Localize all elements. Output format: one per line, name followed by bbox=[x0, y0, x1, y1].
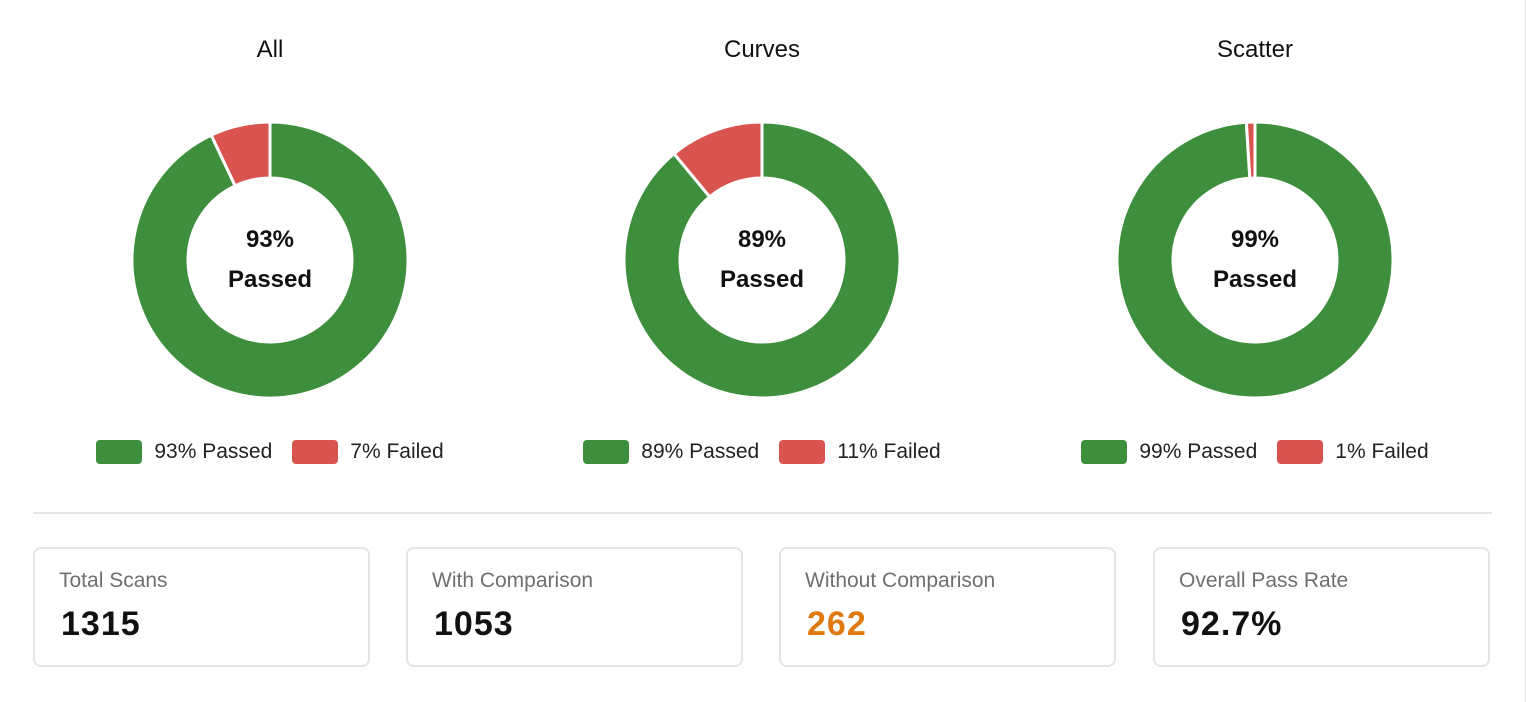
center-text: Passed bbox=[719, 266, 805, 293]
center-label: 99% Passed bbox=[1055, 220, 1455, 300]
stat-value: 262 bbox=[807, 605, 867, 643]
legend-label: 7% Failed bbox=[350, 440, 444, 463]
divider bbox=[33, 512, 1492, 514]
legend: 93% Passed 7% Failed bbox=[70, 440, 470, 464]
donut bbox=[1115, 120, 1395, 400]
stat-label: With Comparison bbox=[432, 569, 594, 592]
legend-label: 93% Passed bbox=[154, 440, 273, 463]
legend-item-passed[interactable]: 99% Passed bbox=[1081, 440, 1257, 464]
slice-failed[interactable] bbox=[671, 120, 764, 199]
legend-swatch bbox=[96, 440, 143, 464]
center-label: 93% Passed bbox=[70, 220, 470, 300]
legend-label: 11% Failed bbox=[837, 440, 941, 463]
center-value: 99% bbox=[1230, 226, 1280, 253]
stat-value: 92.7% bbox=[1181, 605, 1283, 643]
slice-failed[interactable] bbox=[209, 120, 272, 188]
slice-passed[interactable] bbox=[130, 120, 410, 400]
chart-title: Curves bbox=[723, 36, 801, 63]
donut bbox=[622, 120, 902, 400]
legend-swatch bbox=[1081, 440, 1128, 464]
legend-item-failed[interactable]: 7% Failed bbox=[292, 440, 444, 464]
legend-swatch bbox=[292, 440, 339, 464]
chart-title: Scatter bbox=[1216, 36, 1294, 63]
legend-item-failed[interactable]: 1% Failed bbox=[1277, 440, 1429, 464]
center-text: Passed bbox=[227, 266, 313, 293]
center-value: 89% bbox=[737, 226, 787, 253]
legend: 99% Passed 1% Failed bbox=[1055, 440, 1455, 464]
slice-failed[interactable] bbox=[1244, 120, 1257, 180]
center-label: 89% Passed bbox=[562, 220, 962, 300]
legend-label: 99% Passed bbox=[1139, 440, 1258, 463]
chart-title: All bbox=[256, 36, 284, 63]
stat-card-overall-pass-rate: Overall Pass Rate 92.7% bbox=[1153, 547, 1490, 667]
stat-value: 1053 bbox=[434, 605, 514, 643]
legend: 89% Passed 11% Failed bbox=[562, 440, 962, 464]
stat-card-total-scans: Total Scans 1315 bbox=[33, 547, 370, 667]
slice-passed[interactable] bbox=[622, 120, 902, 400]
donut bbox=[130, 120, 410, 400]
legend-swatch bbox=[779, 440, 826, 464]
legend-item-passed[interactable]: 93% Passed bbox=[96, 440, 272, 464]
stat-card-with-comparison: With Comparison 1053 bbox=[406, 547, 743, 667]
legend-swatch bbox=[583, 440, 630, 464]
center-text: Passed bbox=[1212, 266, 1298, 293]
stat-label: Total Scans bbox=[59, 569, 168, 592]
legend-item-passed[interactable]: 89% Passed bbox=[583, 440, 759, 464]
stat-value: 1315 bbox=[61, 605, 141, 643]
stat-label: Overall Pass Rate bbox=[1179, 569, 1349, 592]
center-value: 93% bbox=[245, 226, 295, 253]
slice-passed[interactable] bbox=[1115, 120, 1395, 400]
legend-swatch bbox=[1277, 440, 1324, 464]
stat-label: Without Comparison bbox=[805, 569, 996, 592]
legend-label: 1% Failed bbox=[1335, 440, 1429, 463]
stat-card-without-comparison: Without Comparison 262 bbox=[779, 547, 1116, 667]
legend-label: 89% Passed bbox=[641, 440, 760, 463]
legend-item-failed[interactable]: 11% Failed bbox=[779, 440, 941, 464]
